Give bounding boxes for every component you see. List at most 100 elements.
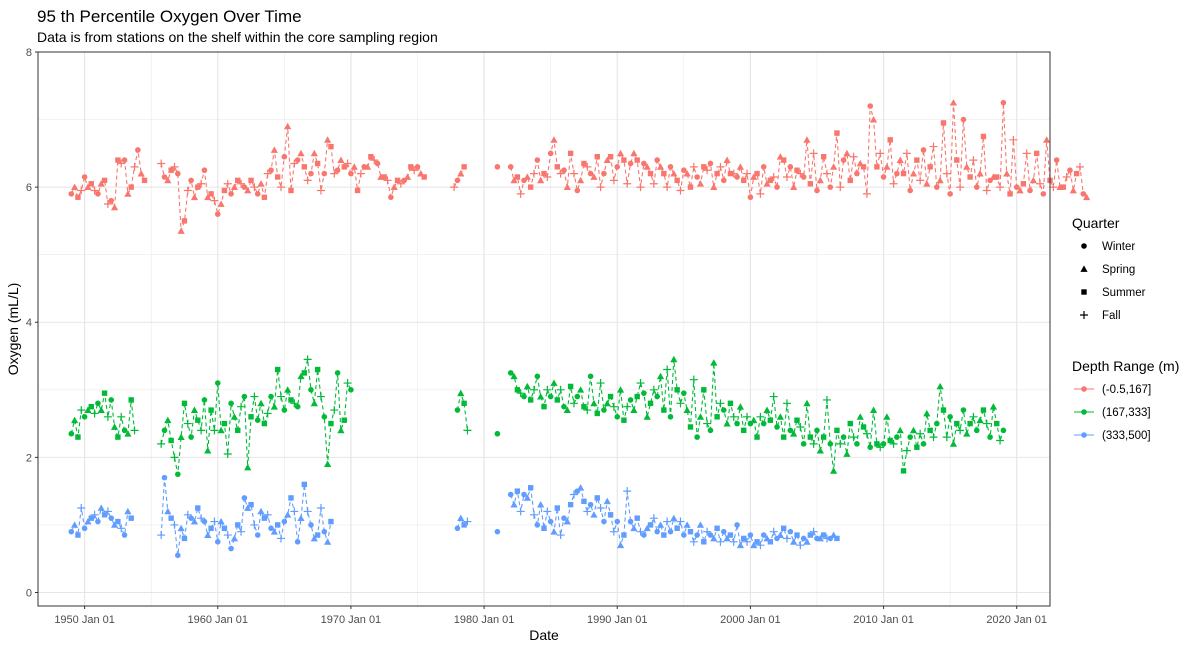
data-point bbox=[556, 385, 565, 394]
data-point bbox=[248, 177, 254, 184]
x-tick-label: 1970 Jan 01 bbox=[321, 614, 382, 626]
data-point bbox=[647, 522, 654, 528]
data-point bbox=[221, 187, 228, 194]
data-point bbox=[324, 460, 332, 468]
legend-title-depth: Depth Range (m) bbox=[1072, 358, 1179, 374]
data-point bbox=[328, 143, 334, 150]
data-point bbox=[601, 407, 607, 413]
data-point bbox=[274, 522, 281, 528]
x-tick-label: 1960 Jan 01 bbox=[187, 614, 248, 626]
data-point bbox=[862, 429, 871, 438]
data-point bbox=[550, 528, 558, 535]
data-point bbox=[714, 170, 720, 177]
data-point bbox=[523, 173, 531, 180]
data-point bbox=[454, 177, 461, 184]
data-point bbox=[587, 170, 594, 177]
data-point bbox=[561, 403, 567, 410]
data-point bbox=[643, 163, 651, 170]
data-point bbox=[343, 379, 352, 388]
data-point bbox=[940, 407, 947, 413]
data-point bbox=[314, 532, 321, 538]
data-point bbox=[1053, 157, 1060, 163]
data-point bbox=[603, 497, 611, 505]
data-point bbox=[288, 397, 294, 403]
data-point bbox=[350, 163, 358, 170]
data-point bbox=[860, 164, 867, 170]
data-point bbox=[523, 382, 531, 390]
data-point bbox=[254, 191, 261, 197]
data-point bbox=[827, 441, 834, 447]
chart-subtitle: Data is from stations on the shelf withi… bbox=[37, 29, 438, 45]
plot-border bbox=[37, 51, 1051, 607]
data-point bbox=[510, 176, 518, 184]
data-point bbox=[175, 552, 181, 559]
data-point bbox=[720, 177, 727, 184]
data-point bbox=[1080, 191, 1087, 197]
data-point bbox=[75, 532, 81, 538]
data-point bbox=[860, 424, 867, 430]
data-point bbox=[164, 416, 172, 424]
data-point bbox=[996, 436, 1005, 445]
data-point bbox=[161, 427, 168, 434]
data-point bbox=[115, 518, 121, 525]
data-point bbox=[663, 365, 672, 374]
data-point bbox=[736, 403, 745, 410]
data-point bbox=[776, 413, 784, 420]
data-point bbox=[876, 443, 885, 452]
data-point bbox=[869, 115, 878, 123]
data-point bbox=[862, 189, 871, 198]
data-point bbox=[696, 413, 705, 420]
data-point bbox=[760, 164, 767, 170]
data-point bbox=[516, 389, 525, 398]
data-point bbox=[583, 507, 592, 516]
data-point bbox=[1060, 184, 1067, 190]
data-point bbox=[856, 413, 864, 420]
data-point bbox=[117, 412, 126, 421]
data-point bbox=[940, 120, 947, 126]
data-point bbox=[81, 525, 88, 532]
legends: Quarter Winter Spring Summer Fall Depth Range… bbox=[1072, 215, 1179, 442]
data-point bbox=[741, 535, 747, 542]
data-point bbox=[261, 515, 268, 521]
x-tick-label: 2010 Jan 01 bbox=[853, 614, 914, 626]
data-point bbox=[110, 203, 119, 211]
data-point bbox=[90, 186, 99, 195]
data-point bbox=[210, 426, 219, 435]
data-point bbox=[157, 159, 166, 168]
data-point bbox=[237, 179, 246, 188]
legend-key-spring bbox=[1080, 265, 1088, 272]
data-point bbox=[760, 532, 767, 538]
data-point bbox=[561, 515, 567, 521]
data-point bbox=[217, 426, 225, 434]
data-point bbox=[1003, 170, 1011, 177]
data-point bbox=[694, 174, 700, 180]
data-point bbox=[816, 447, 824, 454]
data-point bbox=[701, 387, 707, 393]
data-point bbox=[627, 397, 634, 403]
data-point bbox=[636, 527, 645, 536]
data-point bbox=[763, 180, 771, 187]
data-point bbox=[609, 176, 618, 185]
data-point bbox=[889, 439, 898, 448]
data-point bbox=[390, 183, 398, 191]
data-point bbox=[71, 183, 79, 191]
data-point bbox=[356, 169, 365, 178]
data-point bbox=[820, 532, 827, 538]
data-point bbox=[710, 534, 718, 542]
data-point bbox=[822, 395, 831, 404]
data-point bbox=[201, 397, 208, 403]
data-point bbox=[916, 429, 925, 438]
data-point bbox=[563, 183, 571, 191]
data-point bbox=[754, 434, 760, 440]
data-point bbox=[128, 397, 134, 403]
legend-label-depth: (-0.5,167] bbox=[1102, 384, 1151, 396]
data-point bbox=[603, 156, 611, 163]
data-point bbox=[681, 532, 687, 538]
plot-panel bbox=[37, 51, 1091, 607]
data-point bbox=[230, 183, 239, 191]
x-tick-label: 1950 Jan 01 bbox=[54, 614, 115, 626]
data-point bbox=[923, 409, 931, 417]
series-line--167-333- bbox=[160, 359, 352, 475]
data-point bbox=[556, 531, 565, 540]
